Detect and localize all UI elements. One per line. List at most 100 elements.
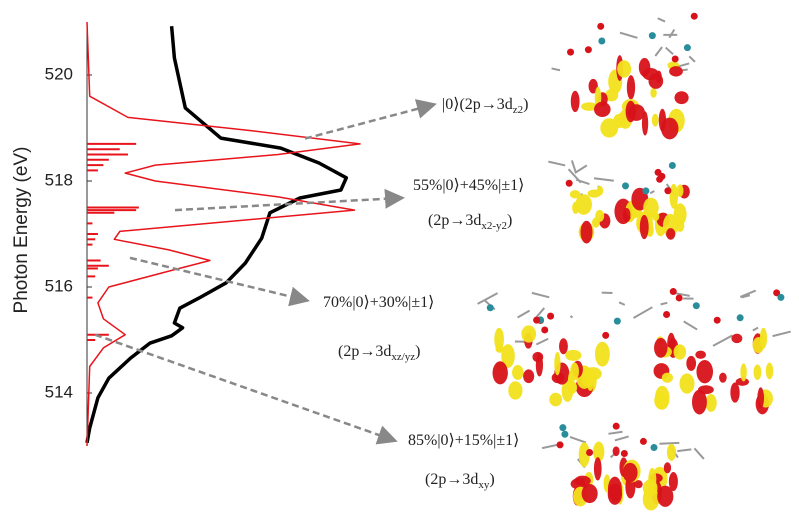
orbital-lobe: [581, 102, 598, 111]
state: 55%|0⟩+45%|±1⟩: [413, 177, 524, 194]
state-label: 70%|0⟩+30%|±1⟩: [323, 294, 434, 311]
bond: [593, 177, 614, 182]
orbital-lobe: [697, 385, 714, 395]
orbital-lobe: [592, 217, 600, 228]
orbital-lobe: [654, 391, 669, 410]
bond: [569, 315, 574, 319]
calculation-curve: [86, 21, 361, 447]
atom: [713, 316, 721, 324]
atom: [683, 44, 691, 52]
bond: [659, 441, 680, 445]
orbital-lobe: [730, 382, 740, 403]
atom: [639, 437, 647, 445]
atom: [664, 187, 672, 195]
atom: [486, 304, 494, 312]
orbital-lobe: [654, 337, 668, 358]
orbital-lobe: [643, 197, 659, 218]
state: 70%|0⟩+30%|±1⟩: [323, 294, 434, 311]
bond: [574, 164, 588, 174]
orbital-lobe: [607, 483, 623, 505]
bond: [570, 160, 578, 174]
atom: [597, 22, 605, 30]
orbital-lobe: [634, 480, 643, 489]
bond: [668, 28, 676, 39]
orbital-lobe: [581, 484, 598, 504]
orbital-lobe: [673, 203, 687, 226]
molecule: [548, 160, 690, 244]
orbital-lobe: [650, 87, 657, 98]
orbital-lobe: [651, 113, 659, 127]
atom: [620, 450, 628, 458]
orbital-lobe: [691, 389, 707, 415]
atom: [612, 422, 620, 430]
y-axis-label: Photon Energy (eV): [11, 147, 32, 314]
bond: [619, 31, 638, 39]
bond: [654, 46, 663, 57]
atom: [675, 294, 683, 302]
orbital-lobe: [673, 344, 687, 360]
bond: [548, 160, 566, 167]
atom: [586, 449, 594, 457]
state: |0⟩: [442, 96, 459, 113]
orbital-lobe: [596, 185, 604, 196]
orbital-lobe: [705, 393, 717, 412]
orbital-lobe: [567, 370, 575, 392]
orbital-subscript: xz/yz: [391, 351, 415, 363]
bond: [739, 289, 757, 298]
orbital-lobe: [625, 100, 636, 123]
orbital-lobe: [588, 78, 598, 94]
atom: [690, 12, 698, 20]
bond: [531, 291, 550, 299]
bond: [618, 301, 626, 306]
atom: [671, 55, 679, 63]
orbital-lobe: [731, 333, 743, 344]
atom: [773, 289, 781, 297]
transition-label: (2p→3dxy): [425, 471, 495, 491]
orbital-lobe: [581, 374, 595, 387]
orbital-lobe: [600, 118, 619, 138]
orbital-lobe: [674, 91, 689, 105]
y-tick-label: 520: [45, 64, 73, 83]
orbital-lobe: [580, 220, 593, 244]
orbital-lobe: [676, 184, 684, 198]
atom: [736, 314, 744, 322]
atom: [584, 46, 592, 54]
orbital-lobe: [648, 73, 664, 89]
molecule: [477, 291, 626, 407]
transition-text: (2p→3d: [459, 96, 512, 113]
orbital-lobe: [759, 327, 768, 349]
orbital-lobe: [661, 117, 679, 140]
molecule-images: [477, 12, 791, 511]
annotation-arrow: [174, 188, 405, 212]
atom: [656, 175, 664, 183]
bond: [772, 330, 791, 338]
orbital-lobe: [669, 66, 683, 77]
atom: [642, 187, 650, 195]
orbital-subscript: z2: [513, 104, 523, 116]
orbital-lobe: [622, 207, 631, 222]
y-tick-label: 516: [45, 276, 73, 295]
bond: [614, 435, 629, 442]
orbital-lobe: [535, 353, 543, 377]
atom: [567, 48, 575, 56]
orbital-lobe: [679, 373, 695, 394]
orbital-lobe: [570, 90, 580, 113]
orbital-lobe: [661, 372, 673, 383]
orbital-lobe: [648, 467, 657, 492]
transition-label: (2p→3dxz/yz): [338, 343, 420, 363]
orbital-lobe: [578, 442, 590, 468]
orbital-lobe: [593, 457, 602, 481]
atom: [692, 302, 700, 310]
bond: [608, 430, 623, 435]
annotation-arrow: [94, 333, 398, 445]
transition-close: ): [507, 212, 512, 229]
orbital-lobe: [626, 75, 636, 100]
atom: [668, 161, 676, 169]
bond: [535, 337, 549, 346]
atom: [598, 37, 606, 45]
orbital-subscript: xy: [478, 479, 490, 491]
bond: [633, 306, 653, 319]
transition-close: ): [523, 96, 528, 113]
bond: [665, 46, 674, 56]
transition-text: (2p→3d: [338, 343, 391, 360]
